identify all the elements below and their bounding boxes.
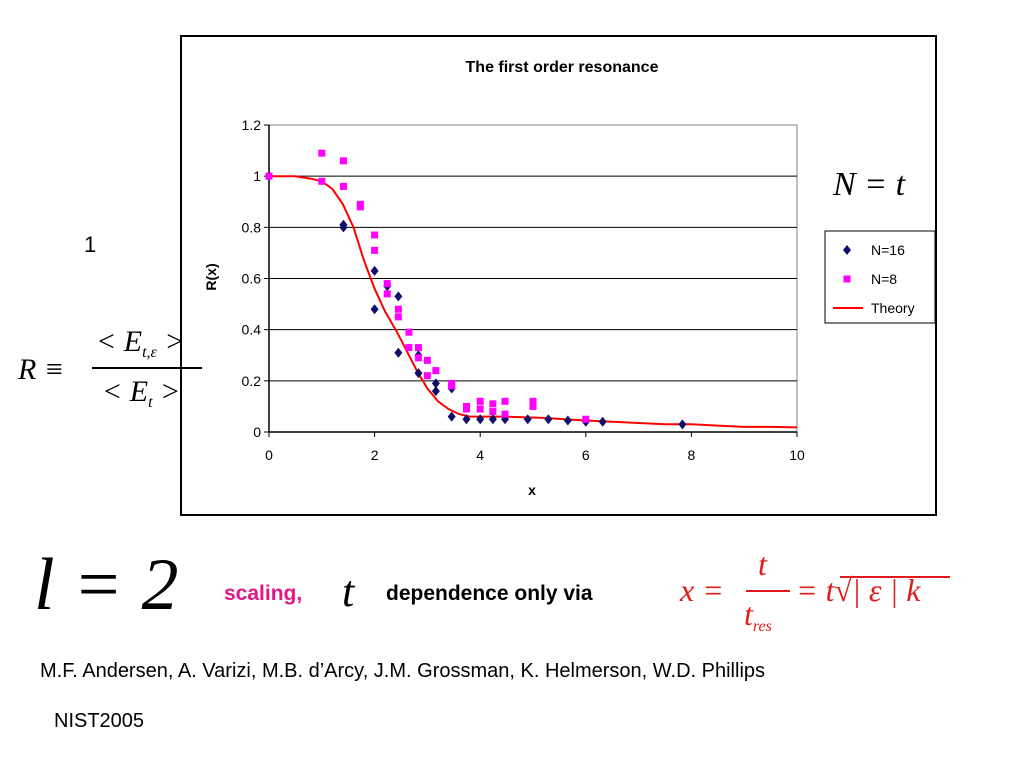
data-point-n16 [447,411,456,422]
data-point-n8 [432,367,440,375]
data-point-n8 [582,415,590,423]
legend-label: N=8 [871,271,897,287]
denominator-sub: t [148,394,153,411]
fraction-bar [92,367,202,369]
data-point-n16 [394,347,403,358]
data-point-n16 [488,414,497,425]
y-tick-label: 1.2 [242,117,262,133]
data-point-n8 [371,231,379,239]
data-point-n16 [431,378,440,389]
ratio-formula-denominator: < Et > [102,375,180,412]
x-formula-numerator: t [758,546,767,582]
x-formula-denominator: tres [744,596,772,636]
data-point-n8 [448,382,456,390]
y-tick-label: 0.6 [242,271,262,287]
data-point-n16 [598,416,607,427]
data-point-n8 [383,290,391,298]
x-tick-label: 6 [582,447,590,463]
data-point-n8 [318,149,326,157]
data-point-n8 [339,182,347,190]
data-point-n8 [339,157,347,165]
theory-line [269,175,798,429]
data-point-n8 [529,397,537,405]
data-point-n8 [476,397,484,405]
x-tick-label: 0 [265,447,273,463]
data-point-n16 [544,414,553,425]
data-point-n8 [405,344,413,352]
x-tick-label: 2 [371,447,379,463]
data-point-n8 [356,200,364,208]
data-point-n8 [501,397,509,405]
l-equals-2-formula: l = 2 [34,544,179,626]
y-tick-label: 1 [253,168,261,184]
data-point-n16 [476,414,485,425]
x-tick-label: 8 [688,447,696,463]
data-point-n8 [318,177,326,185]
numerator-sub: t,ε [142,344,157,361]
ratio-formula-numerator: < Et,ε > [96,325,185,362]
data-point-n16 [563,415,572,426]
x-tick-label: 10 [789,447,805,463]
source-text: NIST2005 [54,710,145,732]
label-one: 1 [84,232,97,257]
data-point-n8 [414,354,422,362]
y-tick-label: 0 [253,424,261,440]
legend-n16-swatch [843,245,851,255]
denominator-text: < E [102,375,149,408]
x-formula-fraction-bar [746,590,790,592]
data-point-n16 [462,414,471,425]
data-point-n8 [423,356,431,364]
chart-svg: The first order resonance 0 0.2 0.4 0.6 0.8 1 1… [203,59,936,498]
data-point-n16 [431,386,440,397]
numerator-text: < E [96,325,143,358]
sqrt-bar [840,576,950,578]
ratio-formula: R ≡ < Et,ε > < Et > [18,325,202,415]
data-point-n8 [462,405,470,413]
numerator-tail: > [156,325,185,358]
x-den-text: t [744,596,753,632]
scaling-text: scaling, [224,582,303,605]
x-den-sub: res [752,618,772,635]
data-point-n16 [414,368,423,379]
x-tick-label: 4 [476,447,484,463]
data-point-n8 [423,372,431,380]
ratio-formula-lhs: R ≡ [18,353,65,386]
t-symbol: t [342,567,355,616]
denominator-tail: > [152,375,181,408]
data-point-n8 [414,344,422,352]
x-axis-label: x [528,482,536,498]
x-definition-formula: x = t tres = t√| ε | k [680,546,960,646]
data-point-n8 [501,410,509,418]
data-point-n8 [394,313,402,321]
data-point-n8 [383,280,391,288]
y-tick-label: 0.2 [242,373,262,389]
data-point-n16 [523,414,532,425]
data-point-n16 [678,419,687,430]
data-point-n16 [370,265,379,276]
legend-n8-swatch [843,275,851,283]
chart-title: The first order resonance [466,59,659,76]
data-point-n8 [265,172,273,180]
n-equals-t-formula: N = t [833,166,906,203]
x-formula-lhs: x = [680,572,724,608]
data-point-n8 [489,408,497,416]
data-point-n8 [476,405,484,413]
data-point-n8 [529,402,537,410]
data-point-n8 [489,400,497,408]
data-point-n16 [339,222,348,233]
data-point-n16 [394,291,403,302]
y-tick-label: 0.4 [242,322,262,338]
legend-label: Theory [871,300,915,316]
data-point-n8 [405,328,413,336]
data-point-n8 [394,305,402,313]
x-formula-rhs: = t√| ε | k [796,572,921,608]
y-tick-label: 0.8 [242,219,262,235]
chart-frame: The first order resonance 0 0.2 0.4 0.6 0.8 1 1… [180,35,937,516]
legend-label: N=16 [871,242,905,258]
authors-text: M.F. Andersen, A. Varizi, M.B. d’Arcy, J… [40,660,766,682]
data-point-n8 [371,246,379,254]
dependence-text: dependence only via [386,582,593,605]
y-axis-label: R(x) [203,263,219,290]
data-point-n16 [370,304,379,315]
